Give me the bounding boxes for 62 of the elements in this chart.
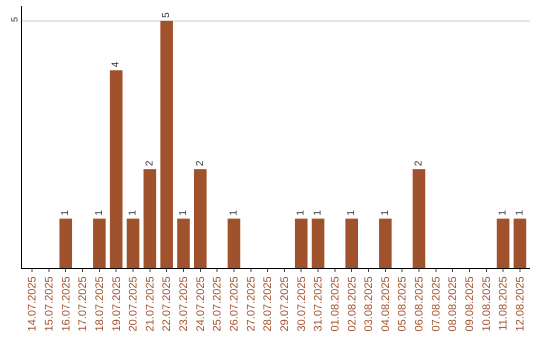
bar xyxy=(194,169,207,268)
x-tick-label: 08.08.2025 xyxy=(447,276,460,332)
bar xyxy=(126,218,140,268)
x-tick-label: 04.08.2025 xyxy=(380,276,392,332)
bar xyxy=(59,218,72,268)
data-label: 1 xyxy=(380,210,391,216)
x-tick-label: 03.08.2025 xyxy=(363,276,376,332)
x-tick-label: 17.07.2025 xyxy=(77,276,90,332)
x-tick-label: 10.08.2025 xyxy=(480,276,493,332)
x-tick-label: 16.07.2025 xyxy=(60,276,72,332)
data-label: 1 xyxy=(178,210,189,216)
x-tick-label: 18.07.2025 xyxy=(94,276,106,332)
x-tick-label: 28.07.2025 xyxy=(262,276,274,332)
bar xyxy=(514,218,526,268)
x-tick-label: 14.07.2025 xyxy=(26,276,39,332)
bar xyxy=(412,169,426,268)
x-tick-label: 12.08.2025 xyxy=(514,276,526,332)
bar xyxy=(294,218,308,268)
x-tick-label: 31.07.2025 xyxy=(312,276,325,332)
x-tick-label: 24.07.2025 xyxy=(194,276,207,332)
x-tick-label: 09.08.2025 xyxy=(464,276,476,332)
x-tick-label: 06.08.2025 xyxy=(414,276,426,332)
data-label: 2 xyxy=(413,160,424,166)
data-label: 1 xyxy=(296,210,307,216)
data-label: 2 xyxy=(144,160,156,166)
x-tick-label: 02.08.2025 xyxy=(346,276,358,332)
bar xyxy=(144,169,156,268)
data-label: 4 xyxy=(110,61,122,68)
data-label: 5 xyxy=(161,12,172,18)
data-label: 2 xyxy=(194,160,206,166)
data-label: 1 xyxy=(94,210,105,216)
bar xyxy=(110,70,123,268)
bar xyxy=(345,218,358,268)
bar xyxy=(312,218,324,268)
x-tick-label: 25.07.2025 xyxy=(212,276,224,332)
x-tick-label: 30.07.2025 xyxy=(296,276,308,332)
bar xyxy=(496,218,510,268)
data-label: 1 xyxy=(60,210,72,216)
bar xyxy=(228,218,240,268)
bar xyxy=(177,218,190,268)
x-tick-label: 27.07.2025 xyxy=(245,276,258,332)
x-tick-label: 20.07.2025 xyxy=(128,276,140,332)
x-tick-label: 19.07.2025 xyxy=(110,276,123,332)
x-tick-label: 15.07.2025 xyxy=(43,276,56,332)
x-tick-label: 29.07.2025 xyxy=(278,276,291,332)
data-label: 1 xyxy=(312,210,324,216)
data-label: 1 xyxy=(228,210,240,216)
bar xyxy=(160,20,173,268)
x-tick-label: 05.08.2025 xyxy=(396,276,409,332)
bar xyxy=(93,218,106,268)
data-label: 1 xyxy=(498,210,509,216)
x-tick-label: 23.07.2025 xyxy=(178,276,190,332)
x-tick-label: 22.07.2025 xyxy=(161,276,174,332)
data-label: 1 xyxy=(346,210,358,216)
x-tick-label: 07.08.2025 xyxy=(430,276,442,332)
x-tick-label: 11.08.2025 xyxy=(498,276,510,331)
data-label: 1 xyxy=(128,210,139,216)
x-tick-label: 21.07.2025 xyxy=(144,276,156,332)
data-label: 1 xyxy=(514,210,526,216)
x-tick-label: 01.08.2025 xyxy=(329,276,342,332)
x-tick-label: 26.07.2025 xyxy=(228,276,241,332)
bar xyxy=(379,218,392,268)
